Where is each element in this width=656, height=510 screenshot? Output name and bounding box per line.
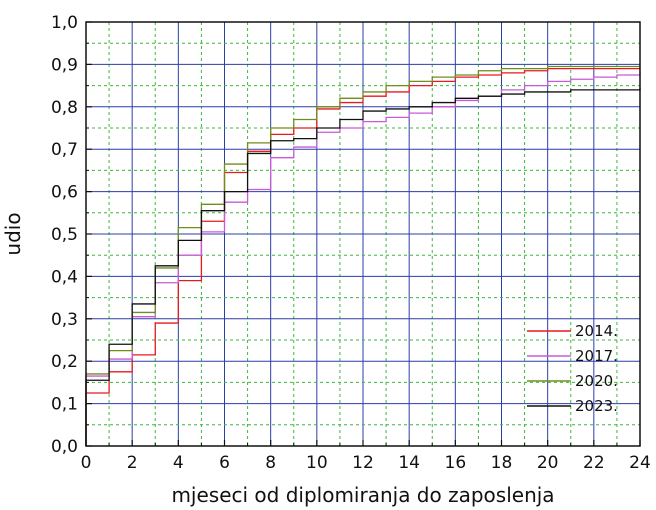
x-tick-label: 8 [265,453,276,473]
y-tick-label: 0,1 [51,395,78,415]
x-tick-label: 14 [398,453,420,473]
x-tick-label: 10 [306,453,328,473]
x-axis-label: mjeseci od diplomiranja do zaposlenja [171,483,554,507]
legend-label: 2017. [575,347,618,365]
x-tick-label: 6 [219,453,230,473]
legend: 2014. 2017. 2020. 2023. [527,322,618,415]
y-tick-label: 0,2 [51,352,78,372]
grid [86,22,640,446]
x-tick-label: 2 [127,453,138,473]
y-tick-label: 0,5 [51,225,78,245]
x-tick-label: 12 [352,453,374,473]
x-tick-label: 20 [537,453,559,473]
series-line-2020 [85,65,640,446]
legend-label: 2020. [575,372,618,390]
series-lines [85,65,641,446]
y-tick-label: 0,9 [51,55,78,75]
x-tick-label: 24 [629,453,651,473]
series-line-2023 [85,87,641,446]
y-axis-label: udio [1,212,25,255]
x-tick-label: 18 [491,453,513,473]
x-tick-label: 16 [445,453,467,473]
axis-ticks: 0 2 4 6 8 10 12 14 16 18 20 22 240,00,10,20,30,40,50… [51,13,651,473]
legend-label: 2014. [575,322,618,340]
y-tick-label: 0,7 [51,140,78,160]
y-tick-label: 1,0 [51,13,78,33]
x-tick-label: 4 [173,453,184,473]
y-tick-label: 0,6 [51,183,78,203]
legend-label: 2023. [575,397,618,415]
y-tick-label: 0,8 [51,98,78,118]
x-tick-label: 0 [81,453,92,473]
y-tick-label: 0,0 [51,437,78,457]
y-tick-label: 0,3 [51,310,78,330]
x-tick-label: 22 [583,453,605,473]
y-tick-label: 0,4 [51,267,78,287]
series-line-2017 [85,72,641,446]
